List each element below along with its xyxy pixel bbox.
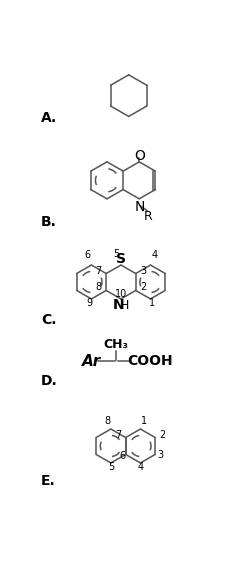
Text: B.: B. (41, 215, 57, 229)
Text: 9: 9 (87, 298, 93, 308)
Text: R: R (144, 210, 153, 223)
Text: O: O (134, 149, 145, 162)
Text: 7: 7 (95, 265, 101, 276)
Text: 2: 2 (159, 430, 165, 440)
Text: 1: 1 (149, 298, 155, 308)
Text: 5: 5 (113, 249, 119, 259)
Text: E.: E. (41, 474, 56, 488)
Text: C.: C. (41, 313, 57, 327)
Text: 8: 8 (95, 282, 101, 293)
Text: N: N (113, 298, 124, 312)
Text: 7: 7 (116, 430, 122, 440)
Text: COOH: COOH (127, 354, 173, 368)
Text: Ar: Ar (82, 354, 101, 369)
Text: 6: 6 (84, 250, 91, 260)
Text: 2: 2 (140, 282, 147, 293)
Text: A.: A. (41, 111, 57, 125)
Text: 1: 1 (141, 417, 147, 426)
Text: 6: 6 (119, 451, 126, 461)
Text: 3: 3 (158, 449, 164, 460)
Text: 4: 4 (151, 250, 157, 260)
Text: N: N (135, 200, 145, 213)
Text: S: S (116, 252, 126, 266)
Text: 8: 8 (104, 417, 110, 426)
Text: 5: 5 (108, 462, 114, 472)
Text: 4: 4 (137, 462, 143, 472)
Text: D.: D. (41, 374, 58, 388)
Text: CH₃: CH₃ (104, 338, 129, 351)
Text: 3: 3 (140, 265, 147, 276)
Text: H: H (120, 299, 130, 311)
Text: 10: 10 (115, 289, 127, 299)
